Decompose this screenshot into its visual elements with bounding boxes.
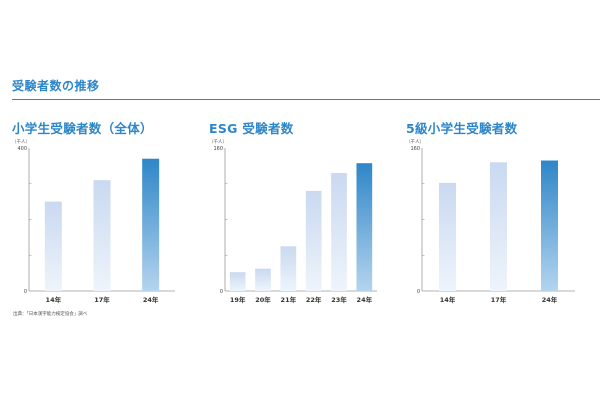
bar-24年	[541, 160, 558, 291]
bar-23年	[331, 173, 347, 291]
section-title: 受験者数の推移	[12, 79, 100, 93]
bar-22年	[305, 190, 322, 291]
bar-19年	[229, 272, 246, 291]
bar-17年	[490, 162, 507, 291]
x-tick-label: 24年	[357, 295, 373, 304]
x-tick-label: 14年	[46, 295, 62, 304]
chart-2-title: ESG 受験者数	[209, 121, 294, 136]
bar-17年	[93, 180, 111, 291]
chart-2-unit: （千人）	[209, 140, 227, 145]
source-note: 出典：「日本漢字能力検定協会」調べ	[13, 312, 88, 317]
bar-24年	[142, 158, 160, 291]
y-tick-label: 0	[220, 289, 223, 295]
x-tick-label: 14年	[440, 295, 456, 304]
chart-1-unit: （千人）	[12, 140, 30, 145]
y-tick-label: 160	[410, 146, 420, 152]
bar-24年	[356, 163, 373, 291]
x-tick-label: 24年	[143, 295, 159, 304]
bar-20年	[255, 268, 271, 291]
y-tick-label: 160	[213, 146, 223, 152]
x-tick-label: 17年	[491, 295, 507, 304]
x-tick-label: 19年	[230, 295, 246, 304]
x-tick-label: 24年	[542, 295, 558, 304]
x-tick-label: 20年	[255, 295, 271, 304]
bar-21年	[280, 246, 297, 291]
chart-1-title: 小学生受験者数（全体）	[12, 121, 153, 136]
x-tick-label: 17年	[94, 295, 110, 304]
bar-14年	[44, 201, 62, 291]
x-tick-label: 21年	[281, 295, 297, 304]
y-tick-label: 0	[24, 289, 27, 295]
chart-3-title: 5級小学生受験者数	[406, 121, 518, 136]
chart-3-unit: （千人）	[406, 140, 424, 145]
section-divider	[12, 99, 600, 100]
x-tick-label: 23年	[331, 295, 347, 304]
x-tick-label: 22年	[306, 295, 322, 304]
bar-14年	[439, 182, 456, 291]
y-tick-label: 0	[417, 289, 420, 295]
y-tick-label: 400	[17, 146, 27, 152]
